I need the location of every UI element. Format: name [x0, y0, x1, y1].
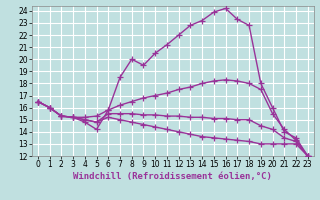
X-axis label: Windchill (Refroidissement éolien,°C): Windchill (Refroidissement éolien,°C) [73, 172, 272, 181]
